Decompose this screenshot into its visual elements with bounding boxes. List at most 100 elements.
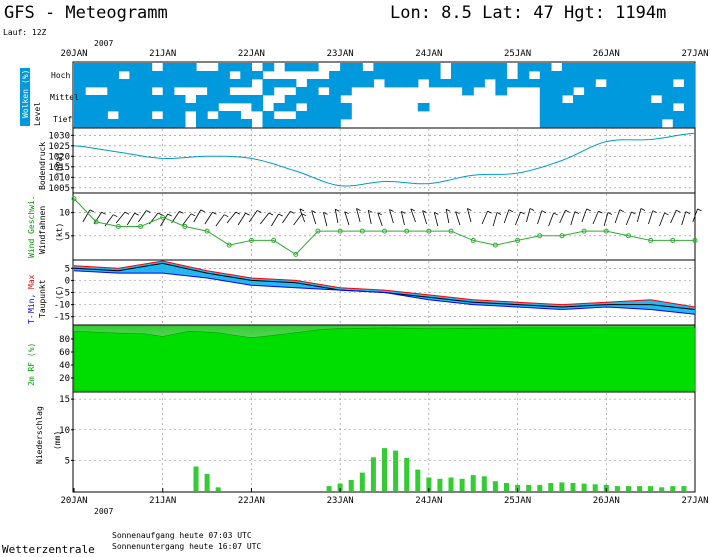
cloud-cell [539,95,552,104]
sunset-text: Sonnenuntergang heute 16:07 UTC [112,542,261,551]
cloud-cell [672,111,685,120]
wind-point [492,242,498,248]
cloud-cell [484,71,496,80]
wind-barb [537,210,543,225]
cloud-cell [273,79,286,88]
wind-barb-flag [529,208,535,211]
cloud-cell [406,71,419,80]
cloud-cell [295,119,308,128]
wind-barb-flag [146,210,151,213]
cloud-cell [118,111,131,120]
cloud-cell [639,87,652,96]
cloud-cell [683,63,696,72]
cloud-cell [617,79,630,88]
cloud-cell [129,103,142,112]
cloud-cell [573,95,585,104]
cloud-cell [506,79,519,88]
top-date-label: 23JAN [327,49,354,59]
cloud-cell [351,71,363,80]
wind-barb-flag [389,209,394,212]
cloud-cell [561,79,574,88]
wind-label-b: Windfahnen [38,206,47,254]
cloud-cell [639,63,652,72]
cloud-cell [107,87,119,96]
top-date-label: 21JAN [149,49,176,59]
cloud-cell [595,95,607,104]
cloud-cell [273,119,286,128]
wind-barb-flag [311,210,316,213]
wind-point [115,224,121,229]
cloud-cell [672,71,685,80]
precip-bar [648,486,654,491]
cloud-cell [196,103,208,112]
cloud-cell [340,103,352,112]
precip-bar [426,477,432,491]
precip-unit: (mm) [53,431,62,450]
cloud-cell [595,111,607,120]
cloud-cell [118,119,131,128]
precip-bar [193,466,199,491]
wind-barb [311,210,317,225]
cloud-cell [584,95,596,104]
cloud-cell [517,71,530,80]
wind-barb-flag [410,208,415,212]
cloud-cell [428,63,441,72]
clouds-level-label: Level [33,102,42,126]
y-tick-label: 0 [65,276,70,286]
wind-barb [182,213,192,226]
cloud-cell [650,87,663,96]
wind-barb [400,211,405,226]
precip-bar [393,450,399,491]
cloud-cell [617,119,630,128]
precip-bar [492,481,498,491]
cloud-cell [107,103,119,112]
wind-barb-flag [508,209,514,213]
cloud-cell [683,87,696,96]
cloud-cell [240,95,252,104]
sunrise-text: Sonnenaufgang heute 07:03 UTC [112,531,252,540]
wind-barb [389,209,394,224]
pressure-frame [72,127,696,194]
wind-barb-flag [344,211,349,215]
wind-barb [377,212,383,227]
precip-bar [404,457,410,491]
wind-barb [503,209,510,224]
cloud-cell [539,71,552,80]
y-tick-label: 40 [59,361,70,371]
cloud-cell [306,103,319,112]
cloud-cell [395,63,408,72]
wind-barb-flag [565,209,570,213]
cloud-cell [129,63,142,72]
cloud-cell [395,71,408,80]
y-tick-label: 5 [65,264,70,274]
cloud-cell [240,79,252,88]
cloud-cell [162,95,175,104]
wind-panel: 5 10 [59,192,702,261]
precip-bar [437,478,443,492]
clouds-label-text: Wolken [21,89,30,118]
cloud-cell [373,71,386,80]
cloud-cell [196,111,208,120]
wind-barb [548,212,555,227]
cloud-cell [550,87,563,96]
wind-barb [670,210,677,224]
precip-bar [337,483,343,491]
cloud-cell [573,79,585,88]
clouds-label: Wolken (%) Level [20,68,42,126]
cloud-cell [85,79,97,88]
precip-bar [204,473,210,491]
cloud-cell [207,79,219,88]
wind-point [382,228,387,234]
cloud-cell [428,71,441,80]
cloud-cell [329,79,341,88]
cloud-cell [606,95,618,104]
cloud-cell [650,79,663,88]
cloud-cell [295,63,308,72]
wind-barb-flag [89,209,95,213]
cloud-cell [473,63,485,72]
cloud-cell [218,111,230,120]
cloud-cell [184,63,197,72]
wind-point [160,214,166,220]
